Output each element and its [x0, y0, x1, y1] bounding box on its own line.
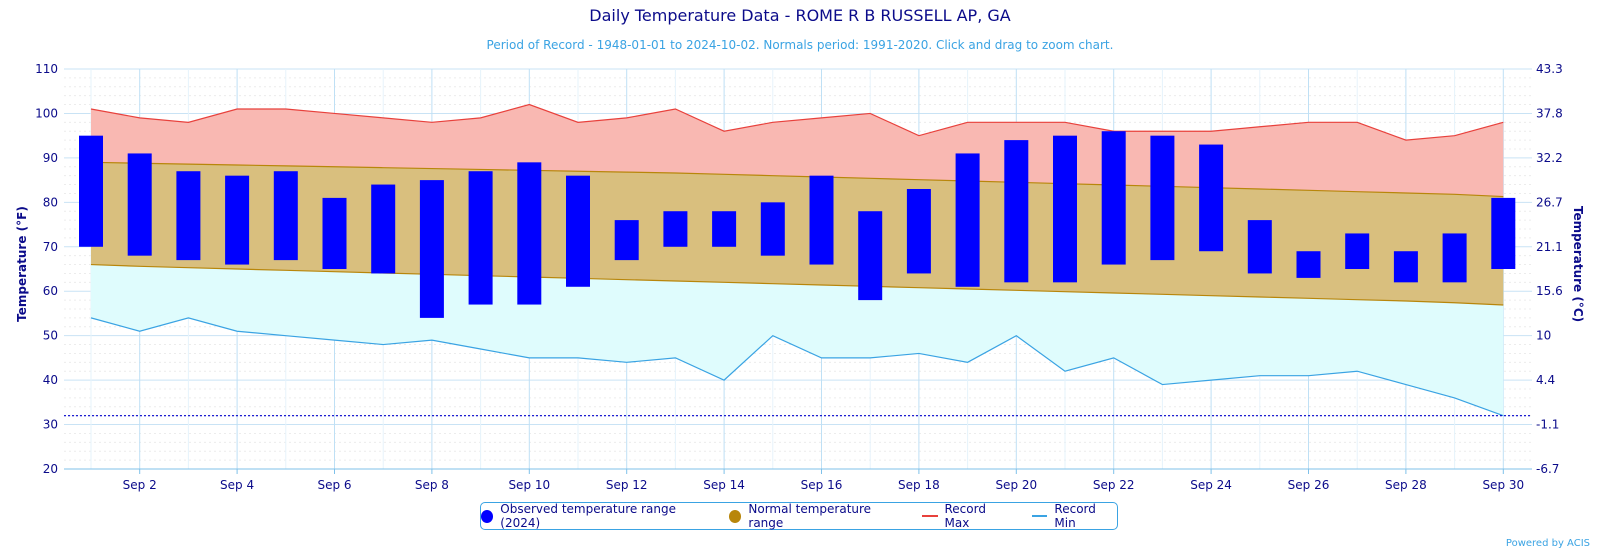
- y-tick-label-left: 40: [43, 373, 58, 387]
- observed-bar: [419, 180, 444, 318]
- x-tick-label: Sep 28: [1385, 478, 1427, 492]
- x-tick-label: Sep 6: [317, 478, 351, 492]
- y-tick-label-right: -6.7: [1536, 462, 1559, 476]
- y-tick-label-left: 50: [43, 329, 58, 343]
- y-tick-label-right: 4.4: [1536, 373, 1555, 387]
- y-tick-label-left: 60: [43, 284, 58, 298]
- normal-range-area: [91, 162, 1504, 305]
- y-tick-label-left: 90: [43, 151, 58, 165]
- normal-low-line: [90, 263, 1504, 306]
- x-tick-label: Sep 2: [123, 478, 157, 492]
- observed-dot-icon: [481, 509, 494, 523]
- observed-bar: [1296, 251, 1321, 278]
- normal-dot-icon: [729, 509, 742, 523]
- y-tick-label-left: 110: [35, 62, 58, 76]
- observed-bar: [1199, 144, 1224, 252]
- observed-bar: [760, 202, 785, 256]
- chart-subtitle: Period of Record - 1948-01-01 to 2024-10…: [486, 38, 1114, 52]
- x-tick-label: Sep 12: [606, 478, 648, 492]
- observed-bar: [1004, 140, 1029, 283]
- observed-bar: [712, 211, 737, 247]
- observed-bar: [322, 197, 347, 269]
- observed-bar: [273, 171, 298, 261]
- observed-bar: [127, 153, 152, 256]
- y-tick-label-left: 100: [35, 106, 58, 120]
- legend-item-normal[interactable]: Normal temperature range: [729, 502, 900, 530]
- axes: 20 30 40 50 60 70 80 90 100 110 -6.7 -1.1 4.4 10 15.6 2…: [35, 62, 1563, 492]
- y-tick-label-right: 43.3: [1536, 62, 1563, 76]
- observed-bar: [906, 189, 931, 274]
- y-tick-label-right: -1.1: [1536, 418, 1559, 432]
- y-tick-label-right: 15.6: [1536, 284, 1563, 298]
- x-tick-label: Sep 8: [415, 478, 449, 492]
- observed-bar: [1101, 131, 1126, 265]
- y-tick-label-right: 32.2: [1536, 151, 1563, 165]
- record-min-line: [90, 317, 1504, 417]
- observed-bar: [176, 171, 201, 261]
- record-max-area: [91, 104, 1504, 197]
- observed-bar: [1393, 251, 1418, 283]
- x-tick-label: Sep 4: [220, 478, 254, 492]
- observed-bar: [371, 184, 396, 274]
- x-tick-label: Sep 22: [1093, 478, 1135, 492]
- range-areas: [64, 103, 1532, 417]
- legend-item-record-min[interactable]: Record Min: [1032, 502, 1117, 530]
- x-tick-label: Sep 30: [1482, 478, 1524, 492]
- observed-bar: [614, 220, 639, 261]
- legend-label-observed: Observed temperature range (2024): [500, 502, 676, 530]
- observed-bar: [468, 171, 493, 305]
- chart-title: Daily Temperature Data - ROME R B RUSSEL…: [589, 6, 1011, 25]
- y-tick-label-right: 10: [1536, 329, 1551, 343]
- observed-bar: [1491, 197, 1516, 269]
- y-axis-title-left: Temperature (°F): [15, 206, 29, 322]
- observed-bar: [517, 162, 542, 305]
- observed-bar: [1345, 233, 1370, 269]
- legend-label-record-min: Record Min: [1054, 502, 1096, 530]
- observed-bar: [1053, 135, 1077, 283]
- powered-by-credit[interactable]: Powered by ACIS: [1505, 538, 1590, 549]
- x-tick-label: Sep 24: [1190, 478, 1232, 492]
- x-tick-label: Sep 14: [703, 478, 745, 492]
- observed-bar: [566, 175, 590, 287]
- observed-bar: [225, 175, 250, 265]
- y-axis-title-right: Temperature (°C): [1571, 206, 1585, 322]
- observed-bars: [79, 131, 1516, 318]
- x-tick-label: Sep 16: [801, 478, 843, 492]
- legend-label-normal: Normal temperature range: [748, 502, 872, 530]
- x-tick-label: Sep 26: [1288, 478, 1330, 492]
- x-tick-label: Sep 20: [995, 478, 1037, 492]
- observed-bar: [809, 175, 834, 265]
- x-tick-label: Sep 10: [508, 478, 550, 492]
- x-tick-label: Sep 18: [898, 478, 940, 492]
- y-tick-label-left: 80: [43, 195, 58, 209]
- observed-bar: [79, 135, 103, 247]
- normal-high-line: [90, 161, 1504, 198]
- y-tick-label-right: 26.7: [1536, 195, 1563, 209]
- legend-label-record-max: Record Max: [944, 502, 986, 530]
- observed-bar: [1442, 233, 1467, 283]
- observed-bar: [858, 211, 883, 301]
- legend-item-record-max[interactable]: Record Max: [922, 502, 1010, 530]
- observed-bar: [1150, 135, 1175, 261]
- observed-bar: [663, 211, 688, 247]
- y-tick-label-right: 21.1: [1536, 240, 1563, 254]
- observed-bar: [955, 153, 980, 287]
- record-max-line: [90, 103, 1504, 141]
- y-tick-label-left: 20: [43, 462, 58, 476]
- observed-bar: [1247, 220, 1272, 274]
- legend: Observed temperature range (2024) Normal…: [480, 502, 1118, 530]
- record-min-line-icon: [1032, 515, 1048, 517]
- y-tick-label-right: 37.8: [1536, 106, 1563, 120]
- y-tick-label-left: 70: [43, 240, 58, 254]
- record-max-line-icon: [922, 515, 938, 517]
- y-tick-label-left: 30: [43, 418, 58, 432]
- legend-item-observed[interactable]: Observed temperature range (2024): [481, 502, 707, 530]
